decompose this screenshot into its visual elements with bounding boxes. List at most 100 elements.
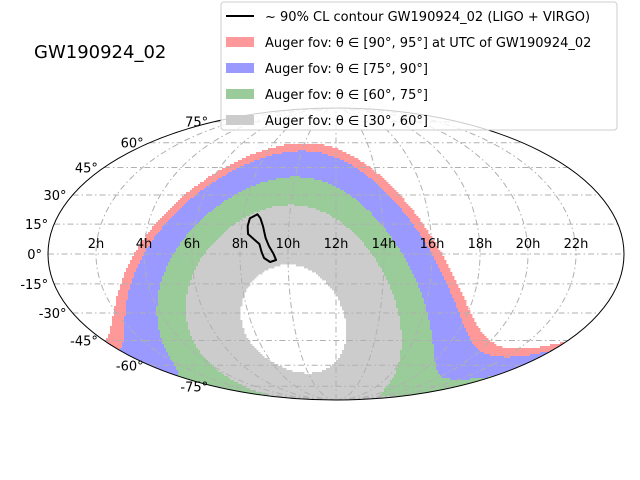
fov-cell bbox=[358, 168, 361, 171]
fov-cell bbox=[356, 168, 359, 171]
fov-cell bbox=[286, 172, 289, 175]
fov-cell bbox=[346, 164, 349, 167]
fov-cell bbox=[304, 150, 307, 153]
fov-cell bbox=[356, 172, 359, 175]
fov-cell bbox=[286, 158, 289, 161]
fov-cell bbox=[242, 174, 245, 177]
fov-cell bbox=[346, 172, 349, 175]
fov-cell bbox=[304, 158, 307, 161]
fov-cell bbox=[240, 172, 243, 175]
fov-cell bbox=[274, 152, 277, 155]
fov-cell bbox=[336, 164, 339, 167]
fov-cell bbox=[324, 164, 327, 167]
fov-cell bbox=[250, 172, 253, 175]
fov-cell bbox=[292, 156, 295, 159]
fov-cell bbox=[328, 172, 331, 175]
fov-cell bbox=[230, 170, 233, 173]
fov-cell bbox=[268, 174, 271, 177]
fov-cell bbox=[288, 162, 291, 165]
fov-cell bbox=[344, 168, 347, 171]
fov-cell bbox=[324, 154, 327, 157]
fov-cell bbox=[304, 148, 307, 151]
fov-cell bbox=[358, 160, 361, 163]
fov-cell bbox=[316, 160, 319, 163]
fov-cell bbox=[328, 152, 331, 155]
fov-cell bbox=[308, 162, 311, 165]
fov-cell bbox=[358, 172, 361, 175]
fov-cell bbox=[314, 168, 317, 171]
fov-cell bbox=[256, 164, 259, 167]
fov-cell bbox=[258, 160, 261, 163]
fov-cell bbox=[314, 154, 317, 157]
fov-cell bbox=[330, 146, 333, 149]
fov-cell bbox=[320, 152, 323, 155]
fov-cell bbox=[314, 150, 317, 153]
fov-cell bbox=[314, 152, 317, 155]
fov-cell bbox=[274, 164, 277, 167]
fov-cell bbox=[292, 160, 295, 163]
fov-cell bbox=[332, 158, 335, 161]
fov-cell bbox=[236, 168, 239, 171]
fov-cell bbox=[330, 154, 333, 157]
fov-cell bbox=[300, 174, 303, 177]
fov-cell bbox=[354, 158, 357, 161]
fov-cell bbox=[334, 156, 337, 159]
fov-cell bbox=[280, 164, 283, 167]
fov-cell bbox=[336, 148, 339, 151]
fov-cell bbox=[304, 154, 307, 157]
fov-cell bbox=[280, 174, 283, 177]
fov-cell bbox=[338, 152, 341, 155]
fov-cell bbox=[332, 160, 335, 163]
fov-cell bbox=[276, 166, 279, 169]
fov-cell bbox=[332, 168, 335, 171]
fov-cell bbox=[332, 150, 335, 153]
fov-cell bbox=[350, 172, 353, 175]
fov-cell bbox=[354, 162, 357, 165]
fov-cell bbox=[316, 158, 319, 161]
fov-cell bbox=[292, 144, 295, 147]
fov-cell bbox=[270, 156, 273, 159]
fov-cell bbox=[304, 152, 307, 155]
fov-cell bbox=[324, 162, 327, 165]
fov-cell bbox=[270, 152, 273, 155]
fov-cell bbox=[338, 158, 341, 161]
fov-cell bbox=[284, 156, 287, 159]
fov-cell bbox=[304, 164, 307, 167]
fov-cell bbox=[276, 150, 279, 153]
fov-cell bbox=[230, 164, 233, 167]
fov-cell bbox=[240, 164, 243, 167]
fov-cell bbox=[278, 168, 281, 171]
fov-cell bbox=[282, 172, 285, 175]
fov-cell bbox=[272, 162, 275, 165]
fov-cell bbox=[268, 164, 271, 167]
fov-cell bbox=[338, 164, 341, 167]
fov-cell bbox=[318, 172, 321, 175]
fov-cell bbox=[298, 144, 301, 147]
fov-cell bbox=[316, 162, 319, 165]
fov-cell bbox=[264, 156, 267, 159]
fov-cell bbox=[324, 156, 327, 159]
fov-cell bbox=[316, 148, 319, 151]
fov-cell bbox=[340, 150, 343, 153]
fov-cell bbox=[272, 172, 275, 175]
fov-cell bbox=[350, 164, 353, 167]
fov-cell bbox=[304, 146, 307, 149]
fov-cell bbox=[282, 148, 285, 151]
fov-cell bbox=[258, 162, 261, 165]
fov-cell bbox=[296, 156, 299, 159]
fov-cell bbox=[330, 162, 333, 165]
fov-cell bbox=[352, 160, 355, 163]
fov-cell bbox=[298, 150, 301, 153]
fov-cell bbox=[326, 152, 329, 155]
fov-cell bbox=[280, 146, 283, 149]
fov-cell bbox=[292, 148, 295, 151]
fov-cell bbox=[230, 168, 233, 171]
fov-cell bbox=[240, 174, 243, 177]
fov-cell bbox=[290, 168, 293, 171]
fov-cell bbox=[328, 158, 331, 161]
fov-cell bbox=[274, 150, 277, 153]
fov-cell bbox=[266, 164, 269, 167]
fov-cell bbox=[300, 156, 303, 159]
fov-cell bbox=[318, 154, 321, 157]
